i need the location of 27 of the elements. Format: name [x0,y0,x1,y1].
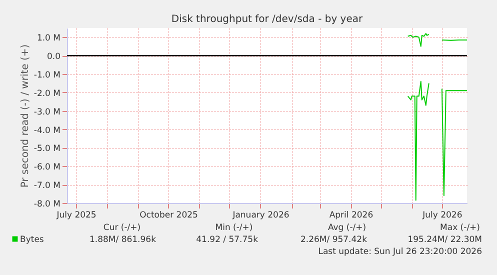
y-tick-label: -4.0 M [34,126,60,136]
text: Max (-/+) [440,223,480,233]
y-axis-title: Pr second read (-) / write (+) [20,44,31,188]
y-tick-label: -1.0 M [34,70,60,81]
y-tick-label: 0.0 [46,52,60,62]
legend-label: Bytes [20,235,44,245]
text: Avg (-/+) [328,223,366,233]
x-tick-label: July 2025 [56,210,96,220]
text: Cur (-/+) [103,223,141,233]
text: 2.26M/ 957.42k [300,235,368,245]
y-tick-label: -6.0 M [34,162,60,173]
text: Min (-/+) [215,223,253,233]
chart-title: Disk throughput for /dev/sda - by year [171,14,364,25]
y-tick-label: -8.0 M [34,200,60,210]
x-tick-label: October 2025 [140,210,198,220]
text: 195.24M/ 22.30M [408,235,482,245]
x-tick-label: April 2026 [329,210,374,220]
text: 41.92 / 57.75k [196,235,258,245]
text: Last update: Sun Jul 26 23:20:00 2026 [318,247,482,257]
y-tick-label: 1.0 M [36,34,60,44]
x-tick-label: July 2026 [422,210,462,220]
y-tick-label: -5.0 M [34,144,60,154]
text: 1.88M/ 861.96k [90,235,156,245]
y-tick-label: -2.0 M [34,88,60,99]
x-tick-label: January 2026 [232,210,290,220]
y-tick-label: -3.0 M [34,107,60,118]
y-tick-label: -7.0 M [34,181,60,192]
